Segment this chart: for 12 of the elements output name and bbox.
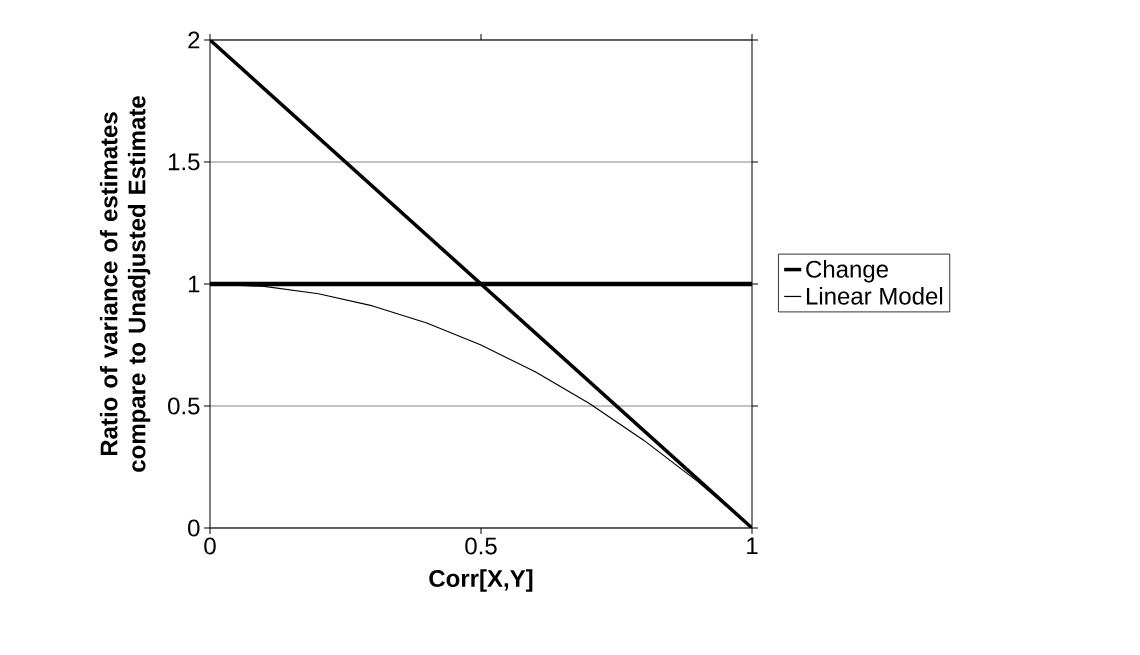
x-axis-title: Corr[X,Y] bbox=[429, 569, 533, 592]
y-tick-label: 1 bbox=[188, 275, 200, 293]
legend-label: Change bbox=[806, 260, 888, 283]
x-tick-label: 1 bbox=[747, 537, 758, 555]
y-tick-label: 0 bbox=[188, 519, 200, 537]
x-tick-label: 0.5 bbox=[465, 537, 497, 555]
y-axis-title: Ratio of variance of estimates compare to Unadjusted Estimate bbox=[99, 96, 151, 472]
y-tick-label: 1.5 bbox=[168, 153, 200, 171]
legend-label: Linear Model bbox=[806, 287, 943, 305]
x-tick-label: 0 bbox=[204, 537, 216, 555]
y-tick-label: 2 bbox=[188, 31, 200, 49]
y-tick-label: 0.5 bbox=[168, 397, 200, 415]
